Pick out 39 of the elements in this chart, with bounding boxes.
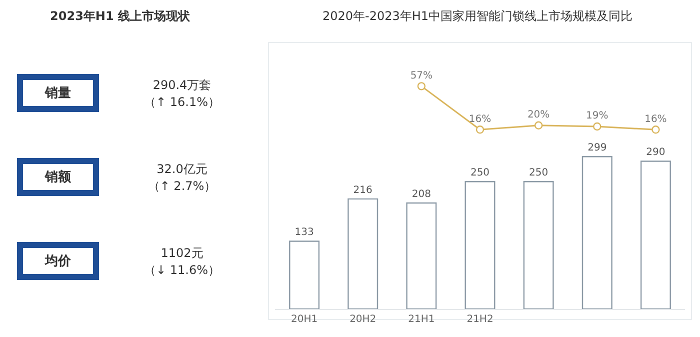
bar bbox=[464, 181, 496, 309]
text: （↓ 11.6%） bbox=[144, 263, 220, 277]
bar bbox=[582, 156, 612, 309]
x-tick-label: 21H2 bbox=[466, 314, 494, 325]
bar bbox=[348, 198, 378, 309]
x-tick-label: 20H2 bbox=[350, 314, 376, 325]
point bbox=[534, 121, 543, 130]
bar bbox=[289, 240, 320, 309]
bar bbox=[523, 181, 554, 309]
text: 1102元 bbox=[160, 246, 204, 260]
bar bbox=[406, 202, 437, 309]
text: 2023年H1 线上市场现状 bbox=[49, 8, 191, 25]
data-label: 250 bbox=[529, 168, 548, 179]
text: （↑ 2.7%） bbox=[148, 179, 216, 193]
x-tick-label: 20H1 bbox=[290, 314, 318, 325]
data-label: 19% bbox=[586, 110, 608, 122]
text: （↑ 16.1%） bbox=[144, 95, 220, 109]
point bbox=[652, 126, 660, 134]
text: 销额 bbox=[17, 158, 99, 196]
data-label: 250 bbox=[470, 168, 490, 179]
point bbox=[593, 122, 602, 131]
data-label: 20% bbox=[527, 110, 550, 121]
data-label: 216 bbox=[353, 184, 372, 196]
chart-title: 2020年-2023年H1中国家用智能门锁线上市场规模及同比 bbox=[322, 8, 633, 23]
data-label: 290 bbox=[646, 147, 666, 158]
text: 290.4万套 bbox=[152, 78, 212, 92]
point bbox=[417, 82, 426, 90]
text: 销量 bbox=[17, 74, 99, 112]
data-label: 57% bbox=[410, 70, 433, 82]
point bbox=[476, 126, 484, 134]
text: 均价 bbox=[17, 242, 99, 280]
data-label: 208 bbox=[412, 189, 431, 200]
text: 32.0亿元 bbox=[156, 162, 208, 176]
data-label: 16% bbox=[644, 114, 667, 125]
data-label: 299 bbox=[588, 142, 607, 154]
data-label: 16% bbox=[468, 114, 492, 125]
x-tick-label: 21H1 bbox=[408, 314, 435, 325]
data-label: 133 bbox=[294, 227, 314, 238]
bar bbox=[640, 160, 671, 309]
